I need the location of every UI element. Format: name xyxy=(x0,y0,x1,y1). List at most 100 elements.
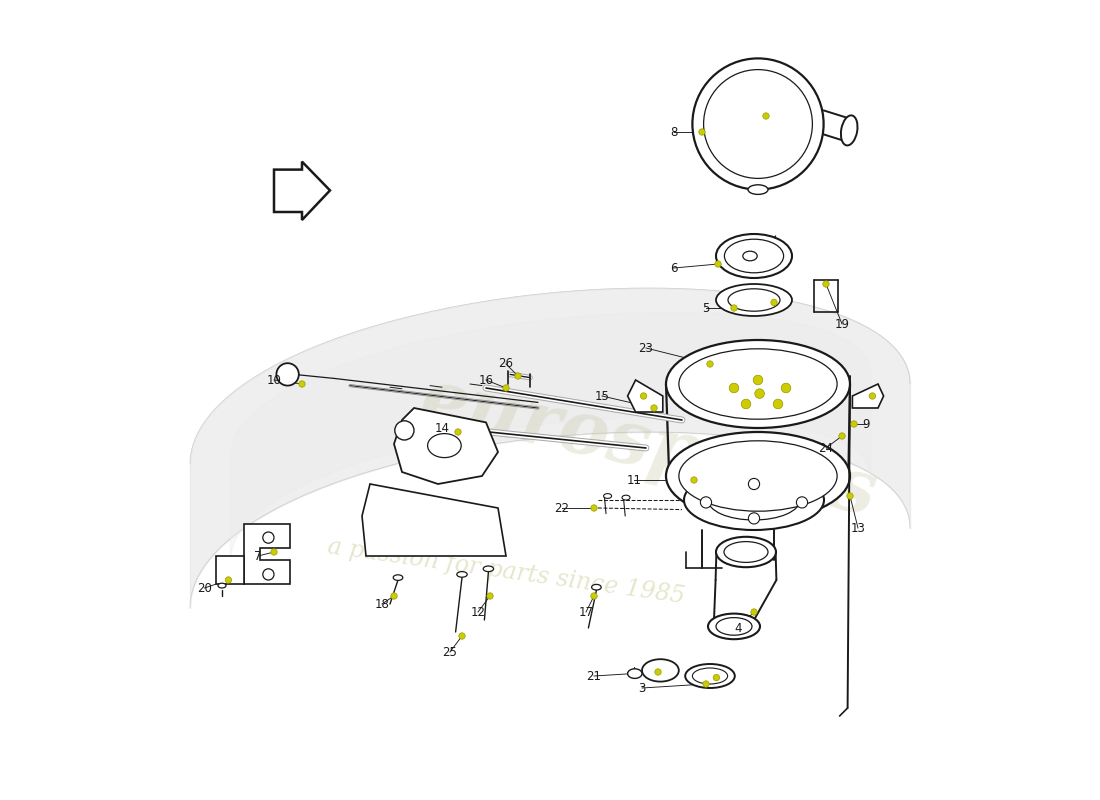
Ellipse shape xyxy=(724,542,768,562)
Ellipse shape xyxy=(708,480,800,520)
Circle shape xyxy=(487,593,493,599)
Circle shape xyxy=(703,681,710,687)
Circle shape xyxy=(390,593,397,599)
Circle shape xyxy=(839,433,845,439)
Text: 21: 21 xyxy=(586,670,602,682)
Ellipse shape xyxy=(716,234,792,278)
Circle shape xyxy=(591,593,597,599)
Polygon shape xyxy=(362,484,506,556)
Text: 20: 20 xyxy=(197,582,212,594)
Circle shape xyxy=(729,383,739,393)
Circle shape xyxy=(823,281,829,287)
Ellipse shape xyxy=(708,614,760,639)
Ellipse shape xyxy=(218,583,226,588)
Circle shape xyxy=(651,405,657,411)
Text: 5: 5 xyxy=(702,302,710,314)
Circle shape xyxy=(847,493,854,499)
Text: 8: 8 xyxy=(670,126,678,138)
Circle shape xyxy=(781,383,791,393)
Circle shape xyxy=(707,361,713,367)
Circle shape xyxy=(640,393,647,399)
Circle shape xyxy=(299,381,305,387)
Text: 4: 4 xyxy=(735,622,741,634)
Circle shape xyxy=(755,389,764,398)
Circle shape xyxy=(395,421,414,440)
Polygon shape xyxy=(274,162,330,220)
Text: 6: 6 xyxy=(670,262,678,274)
Circle shape xyxy=(654,669,661,675)
Text: 15: 15 xyxy=(595,390,609,402)
Circle shape xyxy=(748,513,760,524)
Circle shape xyxy=(691,477,697,483)
Text: 24: 24 xyxy=(818,442,834,454)
Text: 11: 11 xyxy=(627,474,641,486)
Text: 26: 26 xyxy=(498,358,514,370)
Ellipse shape xyxy=(725,239,783,273)
Ellipse shape xyxy=(716,618,752,635)
Text: eurospares: eurospares xyxy=(414,364,883,532)
Circle shape xyxy=(698,129,705,135)
Circle shape xyxy=(748,478,760,490)
Ellipse shape xyxy=(716,284,792,316)
Circle shape xyxy=(771,299,778,306)
Circle shape xyxy=(741,399,751,409)
Circle shape xyxy=(762,113,769,119)
Polygon shape xyxy=(244,524,290,584)
Ellipse shape xyxy=(692,668,727,684)
Circle shape xyxy=(591,505,597,511)
Ellipse shape xyxy=(728,289,780,311)
Ellipse shape xyxy=(393,574,403,581)
Circle shape xyxy=(515,373,521,379)
Circle shape xyxy=(715,261,722,267)
Ellipse shape xyxy=(456,571,468,578)
Text: 9: 9 xyxy=(862,418,870,430)
Text: 17: 17 xyxy=(579,606,594,618)
Text: 3: 3 xyxy=(638,682,646,694)
Text: 18: 18 xyxy=(375,598,389,610)
Ellipse shape xyxy=(679,441,837,511)
Circle shape xyxy=(796,497,807,508)
Text: 22: 22 xyxy=(554,502,570,514)
Polygon shape xyxy=(394,408,498,484)
Ellipse shape xyxy=(685,664,735,688)
Circle shape xyxy=(713,674,719,681)
Circle shape xyxy=(226,577,232,583)
Text: a passion for parts since 1985: a passion for parts since 1985 xyxy=(326,535,686,609)
Ellipse shape xyxy=(428,434,461,458)
Ellipse shape xyxy=(840,115,858,146)
Circle shape xyxy=(773,399,783,409)
Circle shape xyxy=(271,549,277,555)
Circle shape xyxy=(692,58,824,190)
Text: 23: 23 xyxy=(639,342,653,354)
Text: 12: 12 xyxy=(471,606,485,618)
Circle shape xyxy=(704,70,813,178)
Circle shape xyxy=(454,429,461,435)
Ellipse shape xyxy=(592,584,602,590)
Text: 13: 13 xyxy=(850,522,866,534)
Ellipse shape xyxy=(628,669,642,678)
Text: 19: 19 xyxy=(835,318,849,330)
Circle shape xyxy=(850,421,857,427)
Circle shape xyxy=(754,375,762,385)
Circle shape xyxy=(503,385,509,391)
Text: 25: 25 xyxy=(442,646,458,658)
Ellipse shape xyxy=(684,470,824,530)
Ellipse shape xyxy=(604,494,612,498)
Ellipse shape xyxy=(748,185,768,194)
Circle shape xyxy=(751,609,757,615)
Circle shape xyxy=(263,569,274,580)
Ellipse shape xyxy=(666,432,850,520)
Text: 16: 16 xyxy=(478,374,494,386)
Circle shape xyxy=(869,393,876,399)
Ellipse shape xyxy=(666,340,850,428)
Ellipse shape xyxy=(642,659,679,682)
Circle shape xyxy=(263,532,274,543)
Text: 10: 10 xyxy=(266,374,282,386)
Ellipse shape xyxy=(679,349,837,419)
Ellipse shape xyxy=(742,251,757,261)
Ellipse shape xyxy=(716,537,776,567)
Text: 7: 7 xyxy=(254,550,262,562)
Polygon shape xyxy=(216,556,244,584)
Circle shape xyxy=(730,305,737,311)
Ellipse shape xyxy=(483,566,494,571)
